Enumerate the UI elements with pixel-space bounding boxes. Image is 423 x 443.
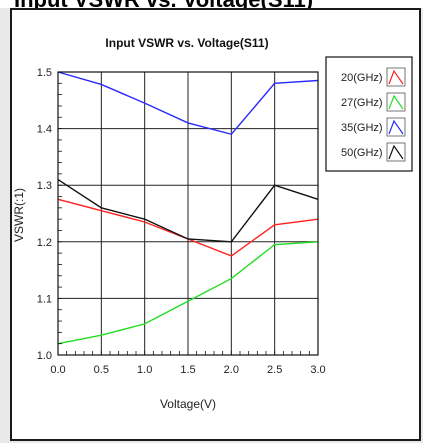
- y-axis-label: VSWR(:1): [12, 188, 26, 242]
- legend-swatch-box: [386, 67, 406, 87]
- legend-label: 35(GHz): [341, 122, 383, 134]
- x-tick-label: 2.0: [224, 364, 239, 376]
- y-tick-label: 1.2: [37, 237, 52, 249]
- legend-swatch-box: [386, 142, 406, 162]
- legend-swatch-icon: [388, 69, 404, 85]
- y-tick-label: 1.3: [37, 180, 52, 192]
- x-tick-label: 3.0: [310, 364, 325, 376]
- legend-swatch-icon: [388, 144, 404, 160]
- x-axis-label: Voltage(V): [160, 397, 216, 411]
- series-layer: [57, 71, 319, 345]
- legend: 20(GHz) 27(GHz) 35(GHz) 50(GHz): [325, 56, 413, 172]
- legend-swatch-box: [386, 92, 406, 112]
- series-line-2: [57, 241, 319, 345]
- y-tick-label: 1.4: [37, 124, 52, 136]
- legend-swatch-box: [386, 117, 406, 137]
- chart-title: Input VSWR vs. Voltage(S11): [105, 36, 268, 50]
- y-tick-label: 1.0: [37, 350, 52, 362]
- page-header: Input VSWR vs. Voltage(S11): [0, 0, 423, 8]
- chart-axes: 0.0 0.5 1.0 1.5 2.0 2.5 3.0 1.0 1.1 1.2 1.3 1.4 1.5: [37, 67, 326, 376]
- series-line-4: [57, 178, 319, 243]
- legend-swatch-icon: [388, 94, 404, 110]
- y-tick-label: 1.1: [37, 293, 52, 305]
- x-tick-label: 1.0: [137, 364, 152, 376]
- series-line-3: [57, 71, 319, 136]
- legend-label: 50(GHz): [341, 147, 383, 159]
- x-tick-label: 0.5: [94, 364, 109, 376]
- x-tick-label: 1.5: [180, 364, 195, 376]
- legend-swatch-icon: [388, 119, 404, 135]
- x-tick-label: 0.0: [50, 364, 65, 376]
- x-tick-label: 2.5: [267, 364, 282, 376]
- y-tick-label: 1.5: [37, 67, 52, 79]
- chart-grid: [57, 71, 319, 356]
- page-header-text: Input VSWR vs. Voltage(S11): [14, 0, 313, 8]
- legend-label: 20(GHz): [341, 72, 383, 84]
- legend-label: 27(GHz): [341, 97, 383, 109]
